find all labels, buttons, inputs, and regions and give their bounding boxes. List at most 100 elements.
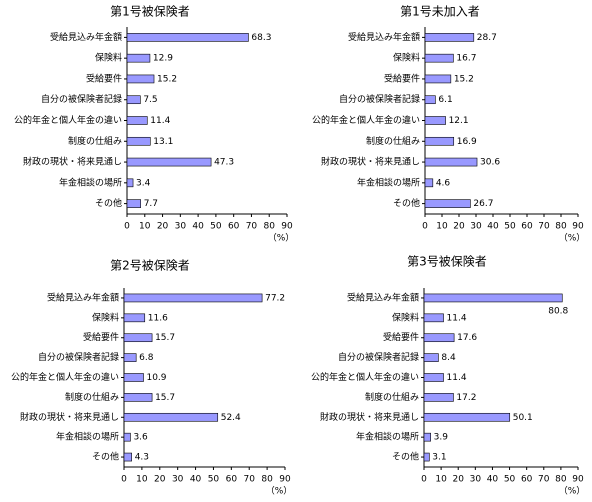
category-label: 財政の現状・将来見通し	[20, 411, 119, 423]
value-label: 3.6	[133, 433, 148, 443]
bar	[123, 313, 146, 323]
bar	[123, 452, 132, 462]
value-label: 47.3	[214, 158, 234, 168]
x-tick-label: 40	[192, 222, 204, 232]
bar	[424, 95, 436, 105]
value-label: 30.6	[480, 158, 500, 168]
value-label: 28.7	[477, 33, 497, 43]
category-label: 制度の仕組み	[365, 391, 419, 403]
x-tick-label: 90	[279, 475, 291, 485]
x-tick-label: 40	[487, 222, 499, 232]
value-label: 4.3	[135, 453, 149, 463]
category-label: 受給要件	[86, 72, 122, 84]
bar	[423, 412, 511, 422]
value-label: 8.4	[441, 353, 456, 363]
x-tick-label: 90	[572, 475, 584, 485]
value-label: 16.9	[457, 137, 477, 147]
category-label: 年金相談の場所	[59, 176, 122, 188]
bar	[126, 157, 212, 167]
value-label: 11.6	[148, 313, 168, 323]
category-label: 自分の被保険者記録	[38, 351, 119, 363]
bar	[126, 116, 148, 125]
x-tick-label: 90	[572, 222, 584, 232]
x-tick-label: 50	[210, 222, 222, 232]
category-label: 財政の現状・将来見通し	[321, 156, 420, 168]
category-label: 受給見込み年金額	[347, 291, 419, 303]
category-label: 財政の現状・将来見通し	[320, 411, 419, 423]
bar	[123, 333, 153, 343]
x-tick-label: 60	[226, 475, 238, 485]
bar	[423, 293, 563, 303]
x-tick-label: 20	[154, 475, 166, 485]
x-tick-label: 80	[555, 222, 567, 232]
x-unit-label: （%）	[268, 233, 295, 244]
bar	[424, 116, 446, 125]
category-label: 制度の仕組み	[366, 135, 420, 147]
chart-title: 第2号被保険者	[110, 259, 190, 273]
value-label: 17.6	[457, 333, 477, 343]
bar	[423, 373, 444, 382]
bar	[126, 74, 155, 84]
category-label: 公的年金と個人年金の違い	[14, 114, 122, 126]
bar	[423, 393, 454, 402]
chart-title: 第3号被保険者	[407, 255, 487, 269]
x-tick-label: 20	[452, 475, 464, 485]
category-label: 公的年金と個人年金の違い	[312, 114, 420, 126]
value-label: 6.8	[139, 353, 154, 363]
bar	[123, 293, 263, 303]
category-label: 保険料	[95, 52, 122, 64]
category-label: 財政の現状・将来見通し	[23, 156, 122, 168]
value-label: 52.4	[221, 413, 241, 423]
x-tick-label: 50	[504, 475, 516, 485]
x-tick-label: 10	[435, 475, 447, 485]
value-label: 17.2	[456, 393, 476, 403]
category-label: 保険料	[393, 52, 420, 64]
x-tick-label: 30	[470, 475, 482, 485]
value-label: 12.9	[153, 54, 173, 64]
category-label: その他	[392, 451, 419, 463]
bar	[126, 136, 151, 146]
chart-title: 第1号被保険者	[110, 5, 190, 19]
x-tick-label: 0	[121, 475, 127, 485]
x-unit-label: （%）	[559, 486, 586, 497]
x-tick-label: 40	[487, 475, 499, 485]
bar	[123, 353, 137, 362]
x-tick-label: 30	[175, 222, 187, 232]
category-label: 自分の被保険者記録	[339, 93, 420, 105]
category-label: 自分の被保険者記録	[41, 93, 122, 105]
x-tick-label: 10	[436, 222, 448, 232]
category-label: 保険料	[92, 311, 119, 323]
category-label: 制度の仕組み	[68, 135, 122, 147]
bar	[126, 53, 151, 63]
bar	[126, 95, 141, 105]
bar	[123, 412, 219, 422]
category-label: その他	[95, 197, 122, 209]
chart-title: 第1号未加入者	[400, 5, 480, 19]
x-tick-label: 10	[136, 475, 148, 485]
bar	[423, 333, 455, 343]
x-tick-label: 60	[228, 222, 240, 232]
bar	[423, 353, 439, 362]
value-label: 15.7	[155, 333, 175, 343]
x-tick-label: 20	[453, 222, 465, 232]
value-label: 12.1	[449, 116, 469, 126]
value-label: 50.1	[513, 413, 533, 423]
x-tick-label: 50	[208, 475, 220, 485]
category-label: 年金相談の場所	[357, 176, 420, 188]
value-label: 11.4	[150, 116, 170, 126]
category-label: 年金相談の場所	[56, 431, 119, 443]
x-tick-label: 30	[470, 222, 482, 232]
bar	[123, 432, 131, 442]
value-label: 13.1	[153, 137, 173, 147]
bar	[424, 157, 478, 167]
x-tick-label: 60	[521, 222, 533, 232]
category-label: 公的年金と個人年金の違い	[11, 371, 119, 383]
x-tick-label: 70	[538, 222, 550, 232]
value-label: 3.4	[136, 178, 151, 188]
value-label: 6.1	[438, 95, 452, 105]
value-label: 4.6	[436, 178, 451, 188]
category-label: 受給要件	[384, 72, 420, 84]
category-label: 保険料	[392, 311, 419, 323]
x-tick-label: 90	[281, 222, 293, 232]
